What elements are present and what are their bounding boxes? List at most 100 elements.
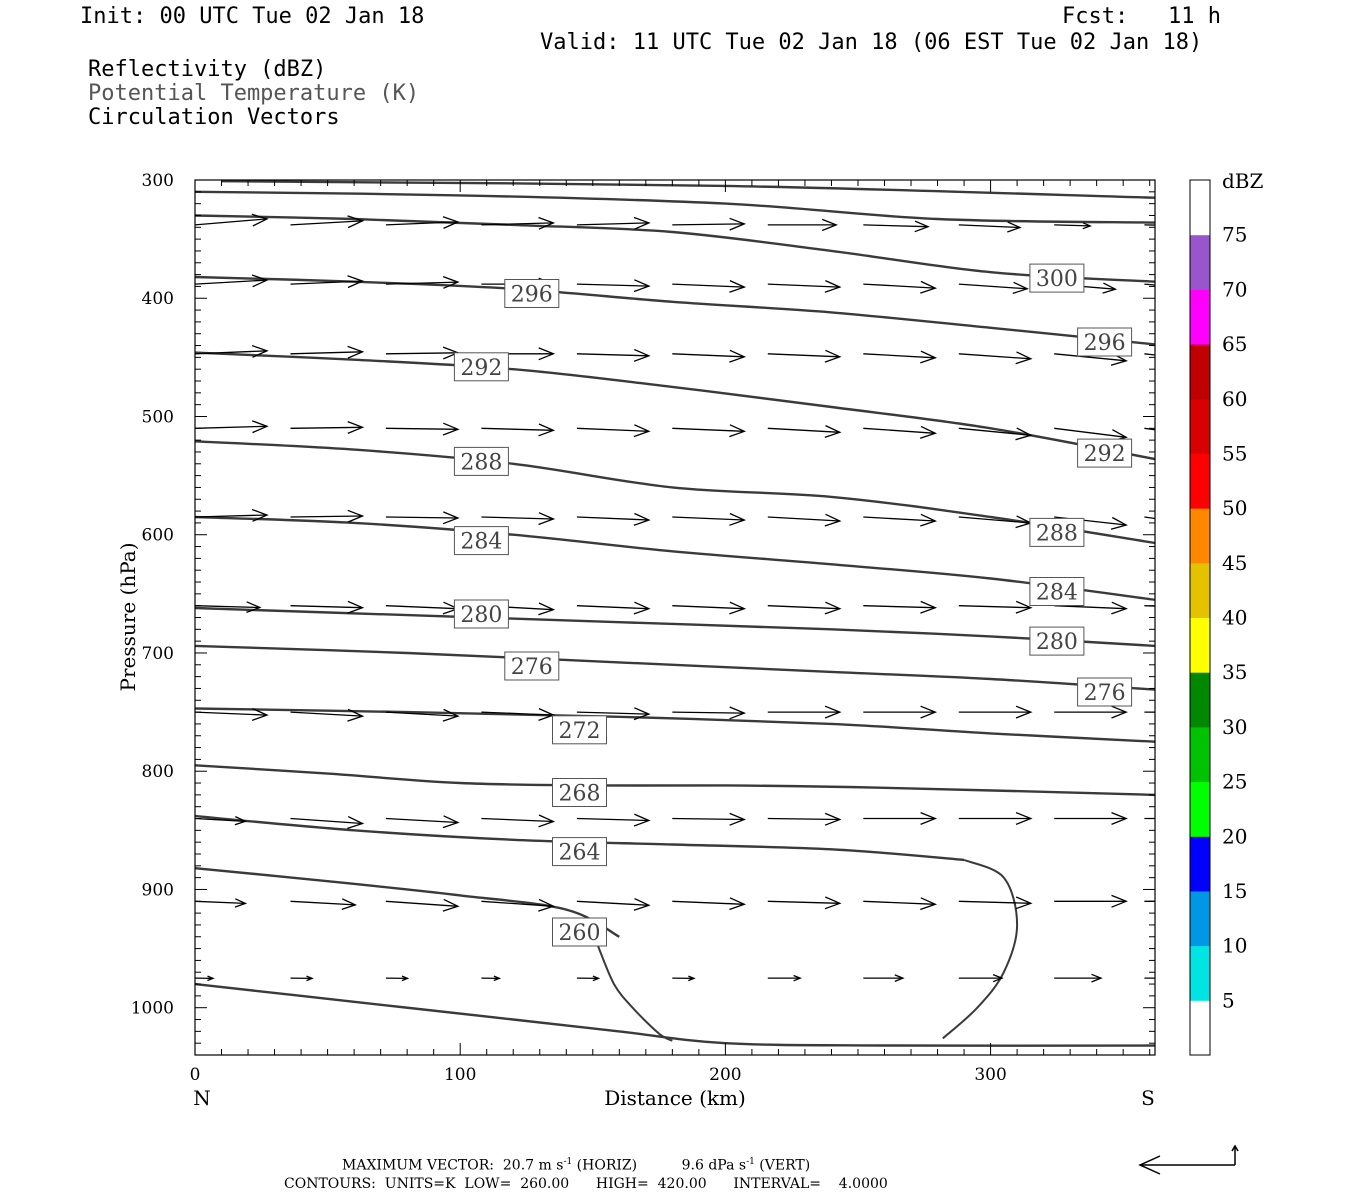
colorbar-level-label: 75 [1222, 223, 1247, 247]
vector-arrow [767, 812, 842, 826]
vector-head [729, 349, 747, 363]
vector-arrow [576, 707, 651, 721]
contour-label-box [453, 352, 509, 382]
forecast-hour: 11 h [1168, 4, 1221, 29]
vector-shaft [385, 281, 458, 285]
vector-shaft [767, 516, 840, 522]
reflectivity-colorbar: 5 10 15 20 25 30 35 40 45 50 55 60 65 70 75 [1189, 179, 1247, 1056]
vector-arrow [767, 280, 842, 293]
reflectivity-contours [597, 858, 1019, 1042]
vector-shaft [672, 353, 745, 358]
vector-arrow [576, 279, 651, 293]
colorbar-level-label: 35 [1222, 660, 1247, 684]
vector-shaft [481, 427, 554, 431]
vector-head [442, 422, 460, 436]
isentrope-lines [195, 180, 1155, 1047]
colorbar-segment [1190, 562, 1210, 618]
colorbar-segment [1190, 453, 1210, 509]
vector-arrow [767, 218, 838, 232]
vector-shaft [576, 605, 649, 610]
vector-head [824, 280, 842, 293]
vector-shaft [863, 516, 936, 522]
vector-arrow [767, 601, 842, 615]
vector-shaft [767, 817, 840, 821]
vector-head [821, 218, 838, 232]
vector-arrow [576, 898, 651, 911]
vector-arrow [195, 708, 269, 722]
vector-shaft [195, 711, 268, 716]
plot-frame [194, 179, 1156, 1056]
x-tick-label: 300 [974, 1065, 1006, 1085]
vector-shaft [385, 221, 458, 226]
vector-head [442, 708, 460, 722]
vector-arrow [290, 509, 365, 523]
vector-shaft [863, 283, 936, 289]
contour-label-288: 288 [1029, 517, 1085, 547]
contour-label-284: 284 [453, 526, 509, 556]
contour-label-296: 296 [504, 279, 560, 308]
vector-head [633, 348, 651, 362]
vector-arrow [863, 425, 938, 439]
contour-label-text: 288 [460, 450, 502, 475]
colorbar-frame [1189, 179, 1211, 1056]
isentrope-labels: 296 292 288 284 280 276 272 268 264 260 300 296 292 2… [453, 263, 1133, 947]
vector-head [824, 513, 842, 527]
contour-label-text: 284 [1036, 581, 1078, 606]
vector-shaft [1054, 224, 1091, 227]
vector-head [1015, 896, 1033, 910]
colorbar-level-label: 30 [1222, 715, 1247, 739]
vector-head [347, 345, 365, 359]
x-right-end-label: S [1141, 1086, 1155, 1110]
vector-arrow [863, 705, 938, 719]
vector-arrow [672, 349, 747, 363]
vector-head [729, 812, 747, 826]
vector-shaft [672, 223, 745, 226]
vector-arrow [672, 897, 747, 911]
vector-head [1091, 973, 1103, 983]
vector-arrow [195, 601, 262, 614]
vector-head [401, 975, 410, 982]
vector-arrow [385, 898, 460, 912]
colorbar-level-label: 40 [1222, 606, 1247, 630]
vector-arrow [1054, 811, 1128, 826]
y-tick-label: 900 [142, 881, 174, 901]
vector-head [729, 706, 747, 720]
vector-arrow [1054, 601, 1128, 615]
vector-shaft [863, 224, 929, 228]
vector-shaft [290, 426, 363, 429]
vector-arrow [863, 513, 938, 527]
reflectivity-contour-2 [942, 858, 1019, 1040]
vector-arrow [385, 815, 460, 829]
isentrope-260 [195, 867, 620, 938]
vector-shaft [576, 222, 649, 226]
vector-arrow [385, 511, 460, 525]
vector-head [824, 425, 842, 439]
contour-label-box [552, 917, 607, 947]
vector-arrow [385, 708, 460, 722]
vector-shaft [1144, 283, 1155, 286]
contour-label-264: 264 [552, 837, 607, 867]
vector-shaft [576, 353, 649, 357]
vector-arrow [767, 513, 842, 527]
vector-head [251, 708, 269, 722]
vector-arrow [195, 898, 248, 908]
vector-shaft [576, 711, 649, 715]
colorbar-level-label: 50 [1222, 496, 1247, 520]
reflectivity-contour-1 [597, 945, 673, 1042]
vector-shaft [290, 220, 363, 226]
vector-arrow [385, 275, 460, 289]
y-tick-label: 700 [142, 644, 174, 664]
x-axis-title: Distance (km) [604, 1086, 746, 1110]
contour-label-300: 300 [1029, 263, 1085, 293]
vector-shaft [195, 514, 268, 518]
vector-head [251, 420, 269, 434]
contour-label-box [1077, 677, 1133, 707]
contours-info: CONTOURS: UNITS=K LOW= 260.00 HIGH= 420.… [284, 1176, 888, 1192]
vector-head [1015, 427, 1033, 441]
colorbar-level-label: 55 [1222, 441, 1247, 465]
contour-label-292: 292 [1077, 438, 1133, 468]
colorbar-level-label: 20 [1222, 824, 1247, 848]
horizontal-unit: (HORIZ) [576, 1157, 638, 1174]
contour-label-288: 288 [453, 446, 509, 476]
vector-head [920, 513, 938, 527]
